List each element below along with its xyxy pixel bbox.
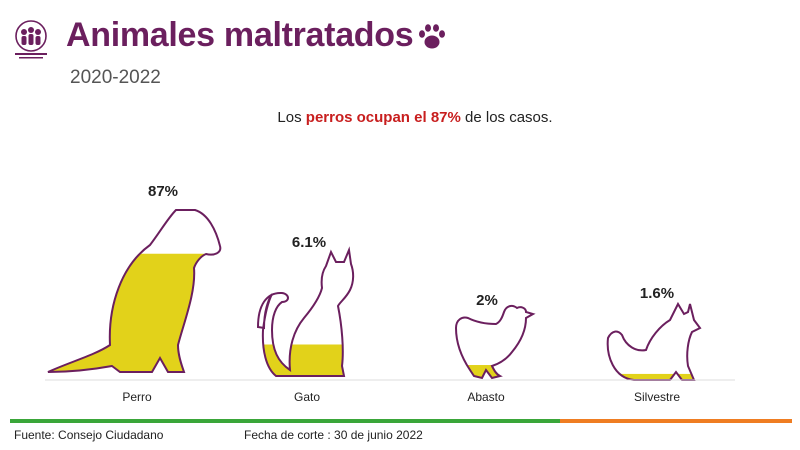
perro-fill-level: [48, 253, 221, 372]
category-label-silvestre: Silvestre: [634, 390, 680, 404]
headline-prefix: Los: [277, 109, 306, 126]
chart-marks: [47, 209, 701, 381]
headline-highlight: perros ocupan el 87%: [305, 109, 461, 126]
silvestre-fill-level: [607, 373, 700, 380]
category-label-abasto: Abasto: [467, 390, 505, 404]
category-label-perro: Perro: [122, 390, 152, 404]
silvestre-icon-group: [606, 303, 701, 381]
category-labels: Perro Gato Abasto Silvestre: [122, 390, 680, 404]
value-label-perro: 87%: [148, 183, 178, 200]
footer-cutoff-date: Fecha de corte : 30 de junio 2022: [244, 428, 423, 442]
gato-fill-level: [258, 344, 354, 376]
gato-icon-group: [257, 249, 355, 377]
page-title: Animales maltratados: [66, 16, 414, 54]
footer-rule-left: [10, 419, 560, 423]
footer-rule-right: [560, 419, 792, 423]
value-label-abasto: 2%: [476, 292, 498, 309]
hen-silhouette-icon: [455, 304, 534, 379]
abasto-icon-group: [455, 304, 534, 379]
headline: Los perros ocupan el 87% de los casos.: [0, 109, 800, 126]
perro-icon-group: [47, 209, 222, 373]
page-subtitle: 2020-2022: [70, 67, 161, 88]
category-label-gato: Gato: [294, 390, 320, 404]
footer-source: Fuente: Consejo Ciudadano: [14, 428, 164, 442]
community-logo-icon: [15, 20, 47, 59]
fox-silhouette-icon: [606, 303, 701, 381]
headline-suffix: de los casos.: [460, 109, 553, 126]
value-label-gato: 6.1%: [292, 234, 326, 251]
value-labels: 87% 6.1% 2% 1.6%: [148, 183, 674, 309]
paw-print-icon: [419, 24, 445, 49]
value-label-silvestre: 1.6%: [640, 285, 674, 302]
